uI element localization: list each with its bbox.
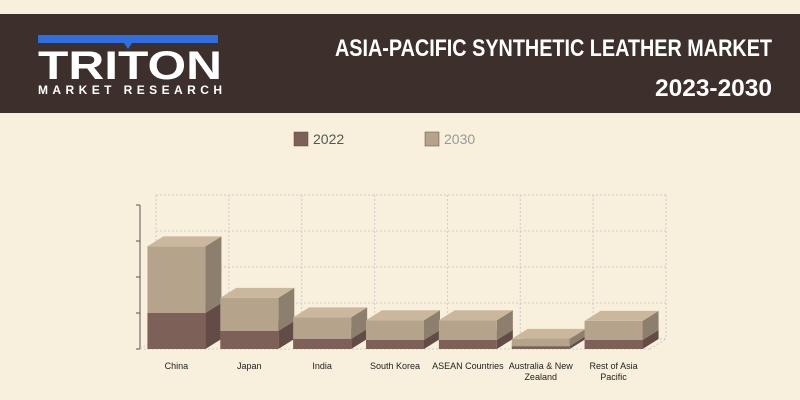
bar-side (351, 307, 368, 339)
bar-top (366, 310, 440, 321)
bar-side (351, 328, 368, 349)
chart-subtitle: 2023-2030 (655, 75, 772, 102)
bar-side (642, 310, 659, 340)
floor-edge (649, 338, 667, 350)
bar (366, 340, 424, 349)
bar-top (438, 310, 513, 321)
bar-top (293, 307, 368, 318)
x-tick-label: India (312, 361, 332, 371)
bar (511, 346, 570, 349)
header-band (0, 14, 800, 113)
bar (293, 338, 352, 349)
bar (147, 246, 206, 313)
logo-tagline: MARKET RESEARCH (38, 83, 222, 97)
x-tick-label-box: China (164, 361, 189, 371)
bar-side (496, 310, 513, 340)
x-tick-label: ASEAN Countries (432, 361, 504, 371)
logo-bar (38, 35, 218, 49)
logo-name: TRITON (38, 44, 222, 88)
bar (511, 338, 570, 347)
bar-side (569, 328, 586, 347)
x-tick-label: South Korea (369, 361, 421, 371)
legend-swatch (293, 131, 309, 147)
bar-side (496, 330, 513, 349)
bar-side (278, 287, 295, 331)
bar (147, 313, 206, 349)
bar-top (511, 328, 586, 339)
legend-swatch (424, 131, 440, 147)
bar-side (424, 310, 440, 340)
bar-side (642, 330, 659, 349)
chart-title: ASIA-PACIFIC SYNTHETIC LEATHER MARKET (335, 35, 772, 62)
bar (438, 340, 497, 349)
bar (366, 320, 424, 340)
bar-top (584, 310, 659, 321)
bar-side (205, 236, 222, 313)
bar-side (424, 330, 440, 349)
bar (584, 340, 643, 349)
legend-label: 2030 (444, 131, 475, 147)
bar (220, 331, 279, 349)
legend-label: 2022 (313, 131, 344, 147)
x-tick-label: Rest of Asia Pacific (589, 361, 638, 382)
bar (438, 320, 497, 340)
x-tick-label: Japan (237, 361, 262, 371)
bar-top (220, 287, 295, 298)
x-tick-label-box: India (312, 361, 332, 371)
x-tick-label-box: Australia & New Zealand (508, 361, 573, 382)
bar-side (205, 303, 222, 349)
x-tick-label: Australia & New Zealand (508, 361, 573, 382)
bar-side (278, 321, 295, 349)
x-tick-label: China (164, 361, 189, 371)
bar (584, 320, 643, 340)
bar (220, 297, 279, 331)
x-tick-label-box: Rest of Asia Pacific (589, 361, 638, 382)
x-tick-label-box: ASEAN Countries (432, 361, 504, 371)
bar (293, 317, 352, 339)
x-tick-label-box: Japan (237, 361, 262, 371)
bar-top (147, 236, 222, 247)
x-tick-label-box: South Korea (369, 361, 421, 371)
bar-side (569, 336, 586, 349)
